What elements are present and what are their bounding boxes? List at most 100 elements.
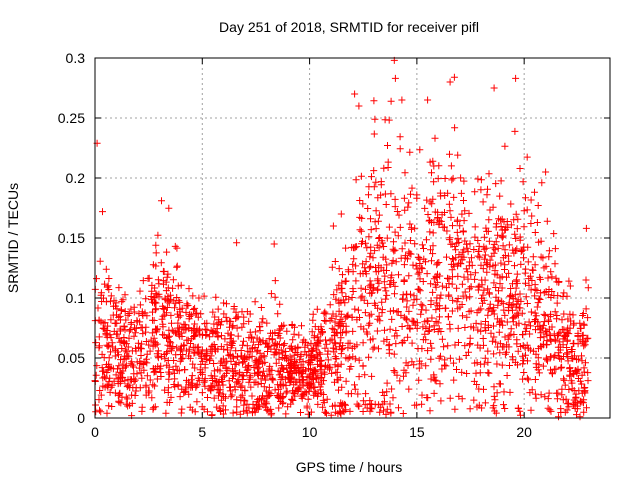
data-point	[395, 211, 403, 219]
data-point	[359, 362, 367, 370]
data-point	[429, 242, 437, 250]
data-point	[237, 347, 245, 354]
data-point	[579, 312, 587, 319]
data-point	[148, 329, 156, 337]
data-point	[153, 375, 161, 383]
data-point	[229, 375, 236, 382]
data-point	[483, 191, 491, 199]
data-point	[307, 352, 315, 360]
data-point	[490, 333, 498, 341]
data-point	[454, 272, 462, 280]
data-point	[380, 164, 388, 172]
data-point	[174, 382, 182, 390]
data-point	[540, 318, 548, 326]
data-point	[226, 383, 234, 391]
data-point	[281, 340, 289, 348]
data-point	[562, 395, 570, 403]
data-point	[505, 241, 513, 249]
data-point	[131, 392, 139, 399]
data-point	[352, 277, 360, 285]
data-point	[511, 312, 519, 320]
data-point	[355, 102, 363, 110]
data-point	[329, 222, 337, 230]
data-point	[157, 259, 165, 267]
data-point	[130, 370, 138, 378]
data-point	[563, 344, 571, 351]
data-point	[576, 336, 584, 344]
data-point	[210, 360, 218, 367]
data-point	[534, 354, 542, 362]
data-point	[533, 219, 541, 226]
data-point	[121, 346, 129, 354]
data-point	[430, 275, 438, 283]
data-point	[479, 291, 487, 299]
data-point	[271, 329, 279, 337]
data-point	[401, 206, 409, 214]
data-point	[326, 337, 334, 345]
data-point	[470, 396, 478, 404]
data-point	[395, 271, 402, 279]
y-tick-label: 0.25	[58, 110, 85, 126]
data-point	[253, 398, 261, 406]
data-point	[523, 153, 531, 161]
data-point	[416, 146, 424, 154]
data-point	[435, 325, 443, 333]
data-point	[310, 391, 318, 399]
data-point	[512, 210, 520, 218]
data-point	[409, 261, 417, 269]
data-point	[558, 326, 566, 333]
data-point	[169, 276, 177, 284]
data-point	[428, 200, 436, 208]
data-point	[499, 232, 507, 240]
y-tick-label: 0.2	[66, 170, 86, 186]
data-point	[338, 319, 346, 327]
data-point	[449, 255, 456, 262]
data-point	[351, 244, 359, 252]
data-point	[557, 405, 565, 413]
data-point	[94, 304, 102, 312]
data-point	[194, 313, 202, 321]
data-point	[193, 380, 201, 388]
data-point	[337, 285, 345, 293]
data-point	[237, 383, 245, 391]
data-point	[361, 309, 369, 317]
data-point	[438, 365, 446, 373]
data-point	[238, 382, 246, 390]
data-point	[375, 262, 383, 270]
data-point	[423, 196, 431, 204]
data-point	[137, 352, 145, 359]
data-point	[161, 386, 169, 394]
data-point	[445, 236, 453, 244]
data-point	[367, 249, 375, 257]
data-point	[277, 362, 285, 370]
data-point	[176, 298, 184, 306]
data-point	[351, 343, 359, 351]
data-point	[519, 352, 527, 360]
data-point	[163, 349, 170, 357]
data-point	[294, 351, 302, 359]
data-point	[478, 276, 486, 284]
data-point	[227, 344, 235, 352]
data-point	[118, 298, 126, 306]
data-point	[551, 308, 559, 316]
data-point	[240, 401, 248, 409]
data-point	[120, 322, 128, 330]
data-point	[496, 349, 504, 357]
data-point	[485, 369, 493, 377]
data-point	[433, 259, 441, 267]
data-point	[522, 279, 529, 287]
data-point	[368, 405, 376, 413]
data-point	[561, 381, 569, 389]
data-point	[160, 305, 168, 313]
data-point	[354, 390, 362, 398]
data-point	[200, 405, 208, 413]
data-point	[479, 198, 487, 206]
data-point	[523, 300, 531, 307]
data-point	[107, 364, 115, 372]
data-point	[509, 280, 516, 288]
data-point	[386, 307, 394, 315]
data-point	[203, 356, 211, 364]
data-point	[157, 369, 165, 376]
data-point	[558, 391, 566, 399]
data-point	[212, 293, 220, 301]
